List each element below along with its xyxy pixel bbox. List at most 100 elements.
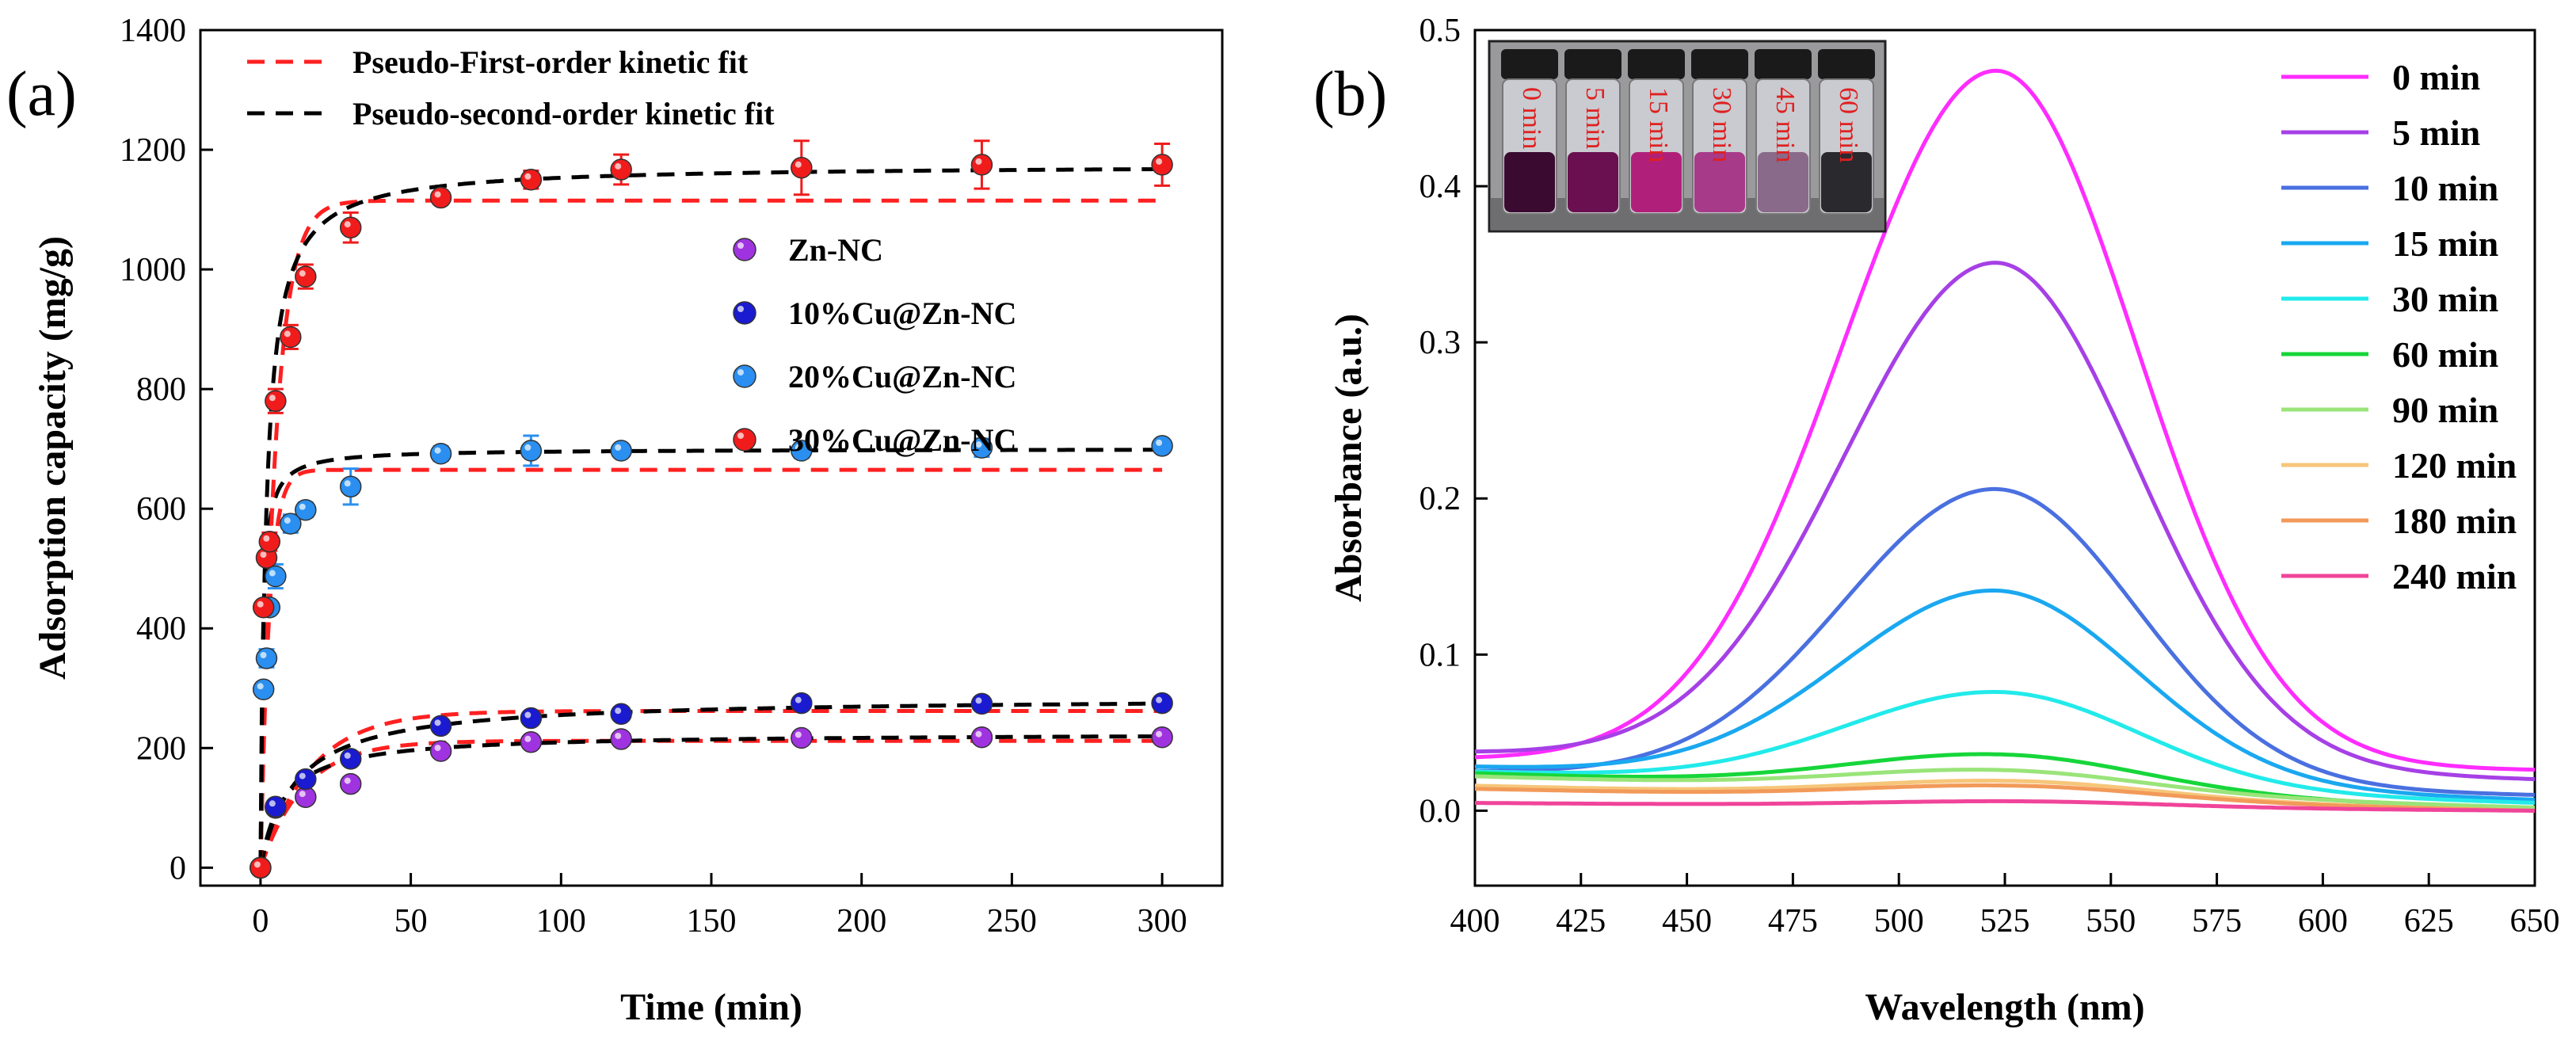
vial-label: 60 min	[1834, 87, 1863, 162]
legend-label: 240 min	[2392, 556, 2517, 597]
spectrum-line	[1474, 783, 2536, 813]
data-point-highlight	[434, 719, 441, 726]
pfo-fit-line	[258, 709, 1163, 869]
legend-label: 5 min	[2392, 112, 2480, 153]
data-point-highlight	[1156, 730, 1163, 738]
legend-label: 20%Cu@Zn-NC	[788, 359, 1016, 394]
x-tick-label: 200	[836, 903, 886, 940]
legend-marker	[733, 301, 756, 325]
x-tick-label: 50	[394, 903, 428, 940]
spectrum-line	[1474, 588, 2536, 802]
data-point-highlight	[434, 447, 441, 454]
legend-label: 30%Cu@Zn-NC	[788, 422, 1016, 458]
data-point	[970, 154, 993, 176]
x-tick-label: 525	[1980, 903, 2030, 940]
data-point	[295, 498, 317, 521]
data-point	[339, 216, 362, 238]
panel-b-spectra	[1474, 68, 2536, 813]
spectrum-line	[1474, 486, 2536, 797]
data-point-highlight	[975, 730, 982, 738]
data-point-highlight	[975, 441, 982, 448]
data-point-highlight	[269, 394, 276, 402]
data-point	[520, 169, 543, 191]
data-point-highlight	[615, 732, 622, 739]
data-point-highlight	[795, 696, 802, 703]
data-point-highlight	[299, 503, 306, 510]
panel-a-fit-curves	[258, 167, 1163, 869]
data-point-highlight	[257, 600, 264, 608]
y-tick-label: 0.4	[1419, 169, 1461, 205]
legend-label: 10 min	[2392, 168, 2498, 208]
data-point	[610, 728, 632, 750]
x-tick-label: 500	[1874, 903, 1924, 940]
legend-label: 30 min	[2392, 279, 2498, 319]
y-tick-label: 0.1	[1419, 637, 1461, 673]
data-point-highlight	[1156, 158, 1163, 165]
panel-a-fit-legend: Pseudo-First-order kinetic fit Pseudo-se…	[247, 44, 775, 132]
pfo-fit-line	[258, 198, 1163, 868]
data-point	[1151, 692, 1173, 715]
legend-label: 10%Cu@Zn-NC	[788, 295, 1016, 331]
data-point-highlight	[524, 735, 532, 742]
legend-label: Zn-NC	[788, 232, 883, 268]
legend-marker-highlight	[737, 369, 744, 375]
y-tick-label: 1200	[120, 132, 186, 169]
y-tick-label: 1000	[120, 252, 186, 288]
data-point	[791, 726, 813, 749]
vial-liquid	[1504, 152, 1555, 212]
vial-liquid	[1821, 152, 1872, 212]
data-point-highlight	[253, 861, 261, 868]
data-point-highlight	[344, 777, 351, 784]
x-tick-label: 0	[252, 903, 269, 940]
data-point	[429, 740, 452, 762]
data-point-highlight	[795, 161, 802, 168]
data-point	[339, 475, 362, 498]
y-tick-label: 600	[136, 491, 186, 528]
data-point-highlight	[344, 480, 351, 487]
data-point-highlight	[269, 800, 276, 807]
panel-b-axes: 400 425 450 475 500 525 550 575 600 625 650 0.0 0.1 0…	[1419, 13, 2560, 940]
x-tick-label: 650	[2510, 903, 2560, 940]
panel-a-series-legend: Zn-NC 10%Cu@Zn-NC 20%Cu@Zn-NC 30%Cu@Zn-NC	[733, 232, 1016, 458]
data-point-highlight	[524, 444, 532, 451]
data-point	[970, 692, 993, 715]
data-point-highlight	[260, 551, 267, 558]
panel-b-y-axis-label: Absorbance (a.u.)	[1328, 314, 1370, 602]
vial-liquid	[1694, 152, 1745, 212]
legend-label: 60 min	[2392, 334, 2498, 375]
y-tick-label: 0.3	[1419, 325, 1461, 361]
panel-a-x-axis-label: Time (min)	[620, 986, 802, 1028]
pfo-fit-line	[258, 738, 1163, 869]
legend-label: 90 min	[2392, 390, 2498, 430]
data-point-highlight	[344, 221, 351, 228]
data-point	[255, 647, 278, 669]
data-point	[252, 678, 275, 701]
data-point-highlight	[615, 444, 622, 451]
spectrum-line	[1475, 261, 2536, 782]
x-tick-label: 425	[1556, 903, 1606, 940]
y-tick-label: 0.2	[1419, 481, 1461, 517]
x-tick-label: 475	[1768, 903, 1818, 940]
x-tick-label: 550	[2086, 903, 2136, 940]
vial-cap	[1691, 49, 1748, 79]
data-point-highlight	[284, 517, 291, 524]
data-point	[1151, 726, 1173, 749]
data-point-highlight	[299, 270, 306, 277]
data-point-highlight	[975, 158, 982, 165]
vial-cap	[1818, 49, 1875, 79]
legend-label: 0 min	[2392, 57, 2480, 97]
data-point-highlight	[344, 752, 351, 759]
data-point-highlight	[975, 697, 982, 704]
spectrum-line	[1474, 690, 2536, 805]
data-point	[970, 726, 993, 749]
vial-liquid	[1568, 152, 1618, 212]
data-point	[265, 390, 287, 413]
panel-a-chart: (a) 0 50 100 150 200 250 300 0 200 400 600 800 1000 1…	[6, 13, 1224, 1028]
panel-b-legend: 0 min 5 min 10 min 15 min 30 min 60 min 90 min…	[2281, 57, 2517, 597]
y-tick-label: 0	[170, 850, 186, 886]
data-point-highlight	[615, 707, 622, 715]
vial-cap	[1628, 49, 1685, 79]
spectrum-line	[1474, 768, 2536, 810]
x-tick-label: 100	[536, 903, 586, 940]
